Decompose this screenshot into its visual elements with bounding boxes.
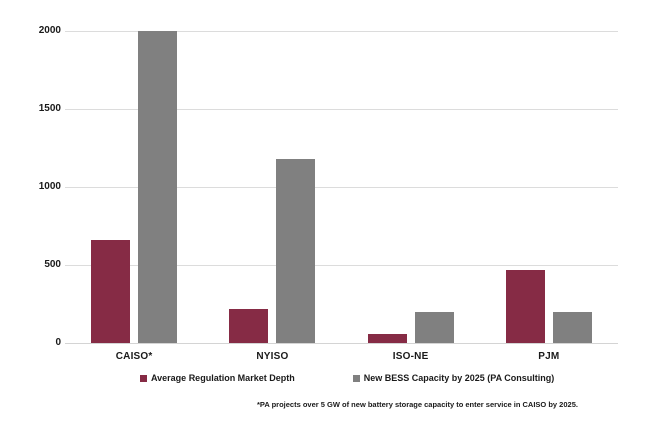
bar-isone-series1	[367, 333, 407, 343]
bar-caiso-series1	[91, 240, 131, 343]
gridline-0	[65, 343, 618, 344]
x-axis-category-label: PJM	[538, 351, 560, 362]
y-axis-tick-label: 500	[44, 259, 61, 270]
bar-pjm-series2	[552, 311, 592, 343]
y-axis-tick-label: 2000	[38, 25, 61, 36]
y-axis-tick-label: 1000	[38, 181, 61, 192]
legend-item-series1: Average Regulation Market Depth	[140, 373, 295, 383]
bar-pjm-series1	[505, 269, 545, 343]
x-axis-category-label: ISO-NE	[392, 351, 429, 362]
footnote: *PA projects over 5 GW of new battery st…	[257, 400, 578, 409]
bar-nyiso-series2	[276, 158, 316, 343]
gridline-2000	[65, 31, 618, 32]
gridline-1000	[65, 187, 618, 188]
legend-marker-series1-icon	[140, 374, 147, 382]
legend: Average Regulation Market Depth New BESS…	[140, 373, 554, 383]
x-axis-category-label: NYISO	[256, 351, 289, 362]
gridline-1500	[65, 109, 618, 110]
y-axis-tick-label: 1500	[38, 103, 61, 114]
x-axis-category-label: CAISO*	[115, 351, 153, 362]
gridline-500	[65, 265, 618, 266]
legend-label-series2: New BESS Capacity by 2025 (PA Consulting…	[363, 373, 555, 383]
legend-label-series1: Average Regulation Market Depth	[151, 373, 295, 383]
legend-item-series2: New BESS Capacity by 2025 (PA Consulting…	[352, 373, 555, 383]
bar-nyiso-series1	[229, 308, 269, 343]
bar-isone-series2	[414, 311, 454, 343]
legend-marker-series2-icon	[352, 374, 360, 382]
y-axis-tick-label: 0	[55, 337, 61, 348]
bar-caiso-series2	[138, 31, 178, 343]
